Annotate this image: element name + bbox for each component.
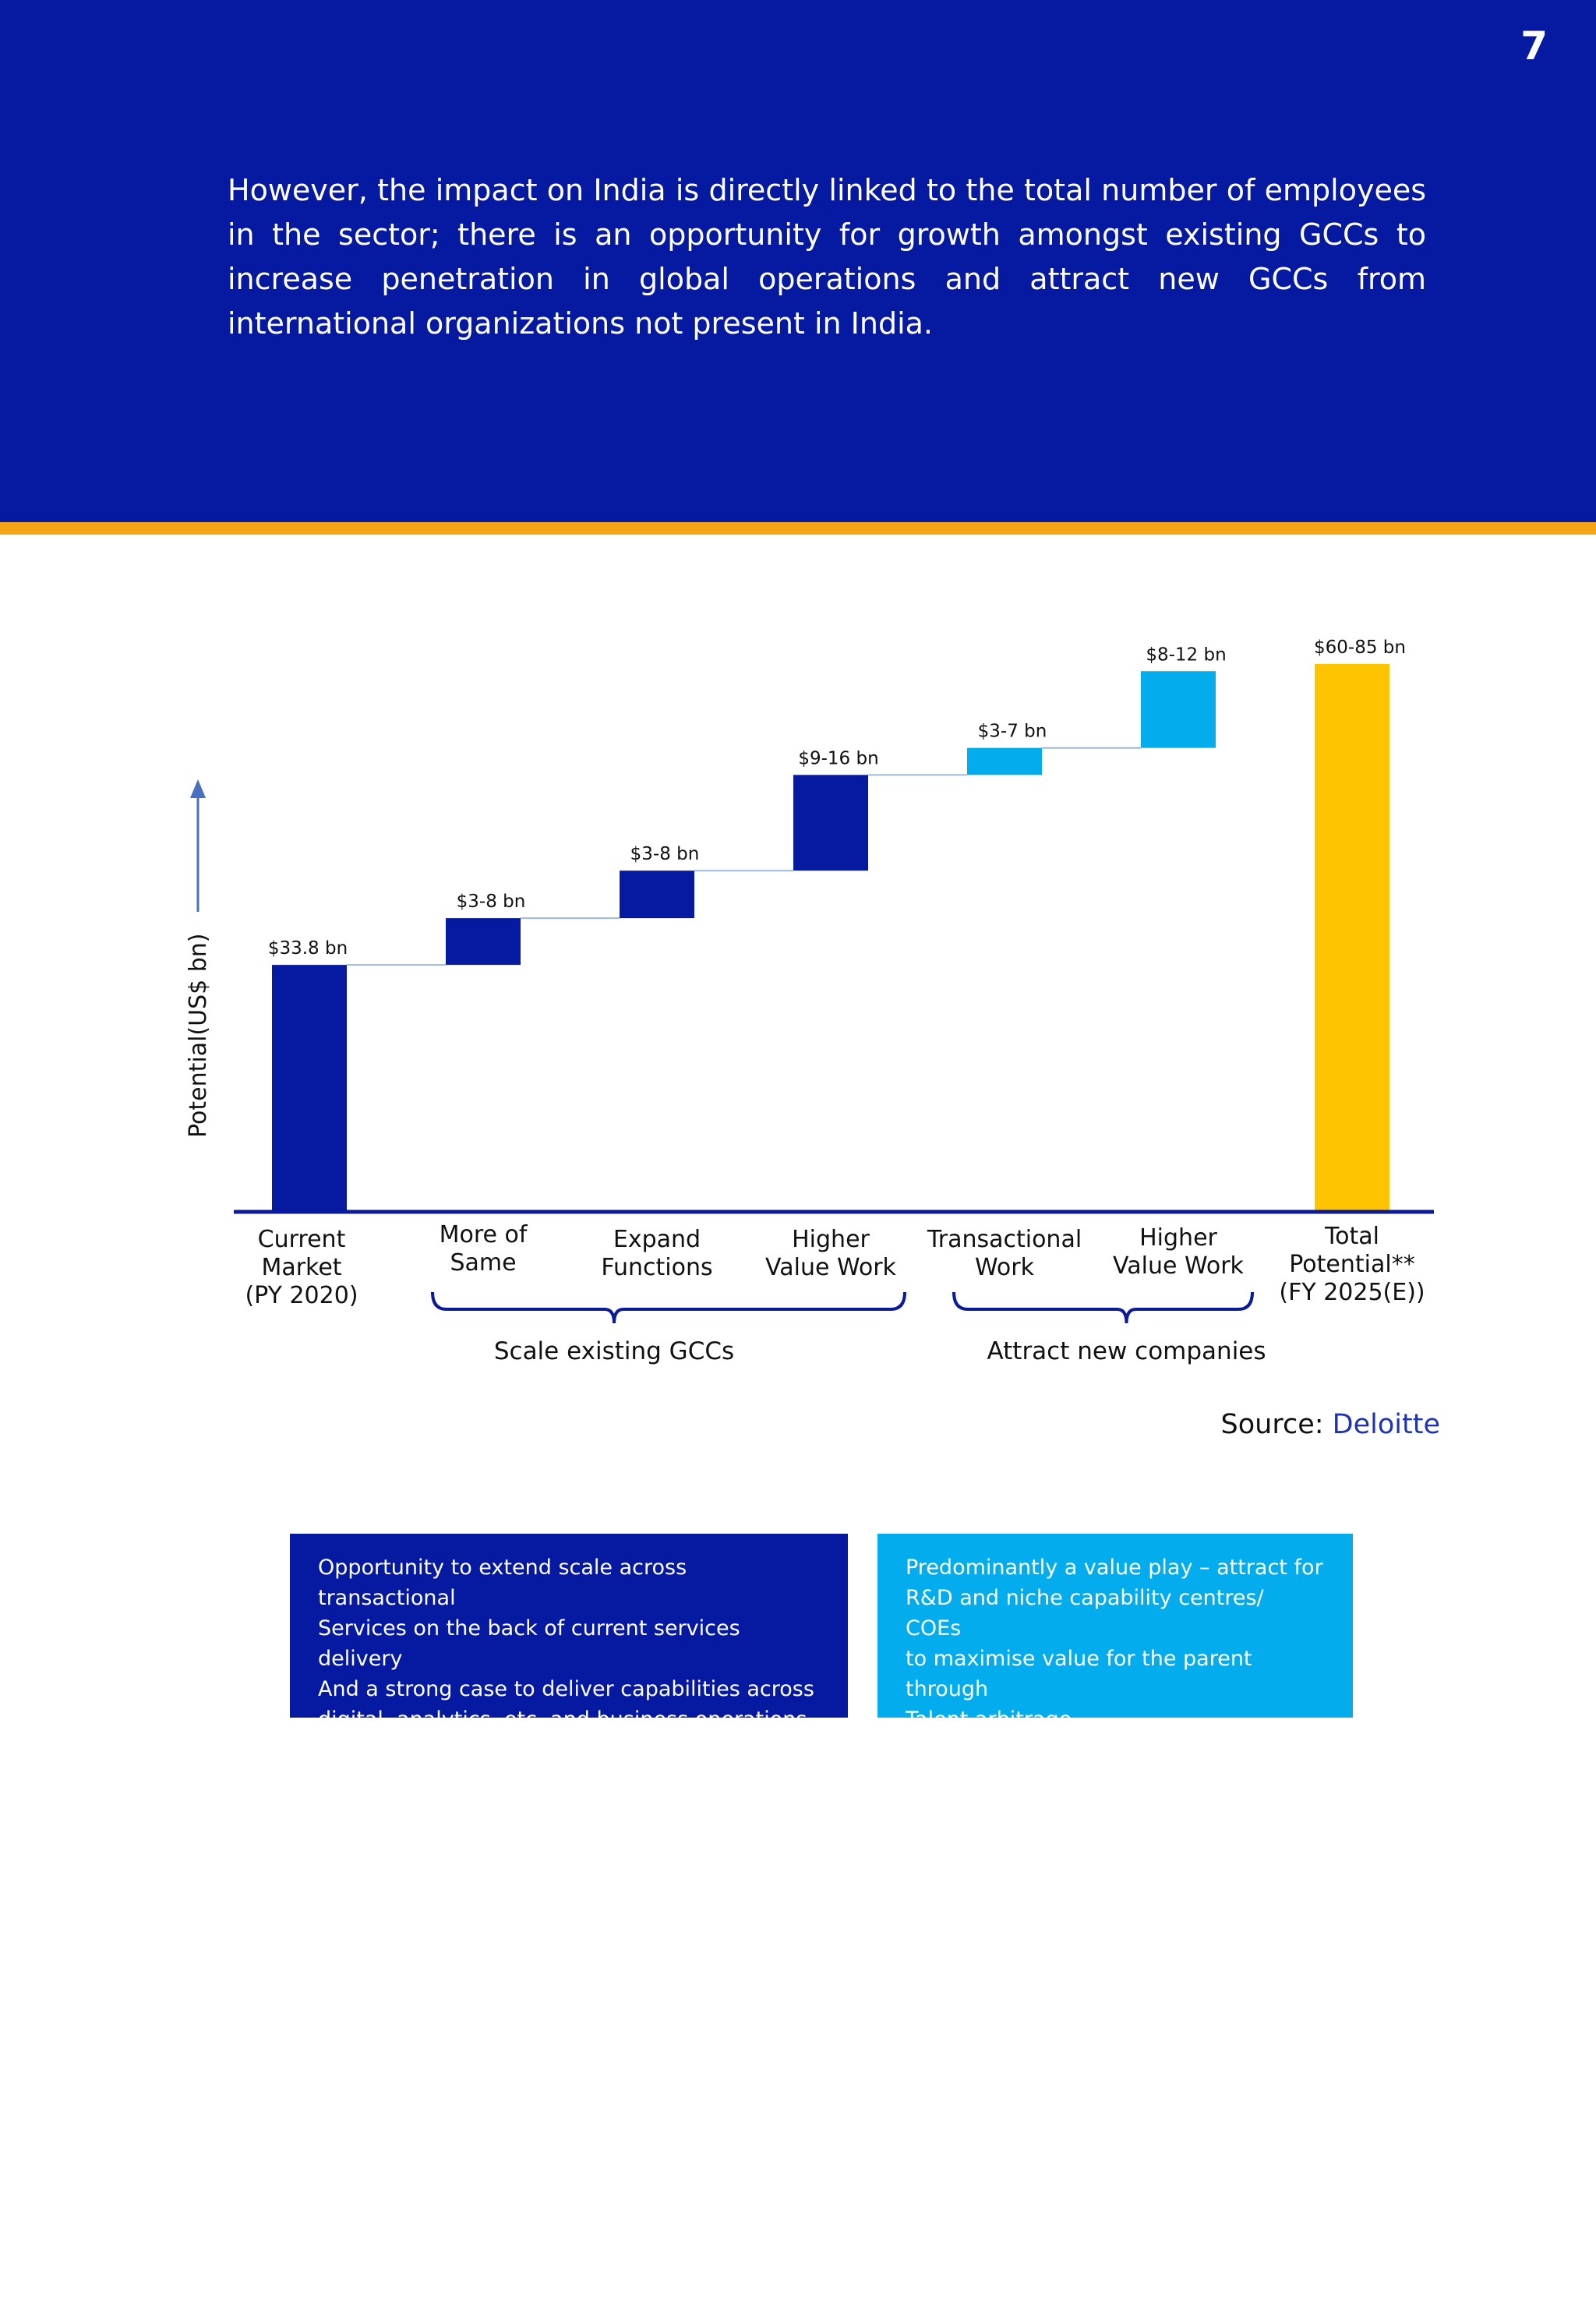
bar-value-label: $8-12 bn	[1146, 644, 1226, 665]
category-label: Higher	[792, 1226, 870, 1253]
bar-1	[272, 965, 347, 1212]
note-attract-line: Predominantly a value play – attract for	[906, 1556, 1323, 1580]
category-label: Market	[261, 1254, 341, 1281]
y-axis-label: Potential(US$ bn)	[185, 933, 212, 1138]
group-label: Attract new companies	[987, 1337, 1266, 1365]
bar-5	[967, 747, 1042, 775]
bar-value-label: $60-85 bn	[1314, 637, 1406, 658]
category-label: Same	[450, 1249, 516, 1277]
bar-value-label: $33.8 bn	[268, 938, 348, 959]
note-scale-line: Services on the back of current services…	[318, 1616, 740, 1671]
bar-3	[620, 870, 694, 919]
category-label: Functions	[601, 1254, 712, 1281]
bar-value-label: $3-7 bn	[978, 722, 1047, 742]
source-link[interactable]: Deloitte	[1332, 1409, 1440, 1440]
category-label: Work	[975, 1254, 1035, 1281]
note-scale-line: digital, analytics, etc. and business op…	[318, 1704, 820, 1718]
note-attract-line: to maximise value for the parent	[906, 1647, 1252, 1671]
y-axis-arrow-head	[190, 779, 206, 798]
category-label: Value Work	[765, 1254, 897, 1281]
category-label: Value Work	[1113, 1252, 1245, 1280]
note-attract-line: R&D and niche capability centres/ COEs	[906, 1586, 1264, 1640]
category-label: Higher	[1139, 1224, 1217, 1252]
group-brace	[952, 1291, 1254, 1324]
category-label: (FY 2025(E))	[1279, 1279, 1425, 1306]
category-label: Total	[1324, 1223, 1379, 1250]
note-attract-line: through	[906, 1677, 989, 1701]
source-prefix: Source:	[1220, 1409, 1333, 1440]
note-scale-line: Opportunity to extend scale across	[318, 1556, 687, 1580]
group-label: Scale existing GCCs	[494, 1337, 734, 1365]
note-attract-line: Talent arbitrage	[906, 1704, 1325, 1718]
bar-2	[446, 918, 521, 966]
source-credit: Source: Deloitte	[1221, 1409, 1440, 1440]
note-box-scale: Opportunity to extend scale across transa…	[290, 1534, 848, 1718]
note-scale-line: transactional	[318, 1586, 456, 1610]
category-label: More of	[440, 1221, 528, 1248]
category-label: Current	[258, 1226, 346, 1253]
group-brace	[431, 1291, 906, 1324]
accent-stripe	[0, 522, 1596, 535]
category-label: Expand	[613, 1226, 701, 1253]
header-band	[0, 0, 1596, 522]
waterfall-chart: $33.8 bn $3-8 bn $3-8 bn $9-16 bn $3-7 bn $8-…	[185, 637, 1434, 1365]
note-scale-line: And a strong case to deliver capabilitie…	[318, 1677, 814, 1701]
category-label: Potential**	[1289, 1251, 1414, 1278]
bar-4	[793, 775, 868, 871]
bar-value-label: $9-16 bn	[798, 748, 878, 768]
note-box-attract: Predominantly a value play – attract for…	[877, 1534, 1353, 1718]
bar-value-label: $3-8 bn	[457, 892, 526, 912]
category-label: (PY 2020)	[245, 1282, 358, 1309]
bar-value-label: $3-8 bn	[630, 844, 700, 864]
page-number: 7	[1520, 23, 1548, 69]
intro-paragraph: However, the impact on India is directly…	[228, 173, 1426, 341]
category-label: Transactional	[927, 1226, 1082, 1253]
bar-7	[1315, 663, 1389, 1212]
bar-6	[1141, 671, 1216, 748]
